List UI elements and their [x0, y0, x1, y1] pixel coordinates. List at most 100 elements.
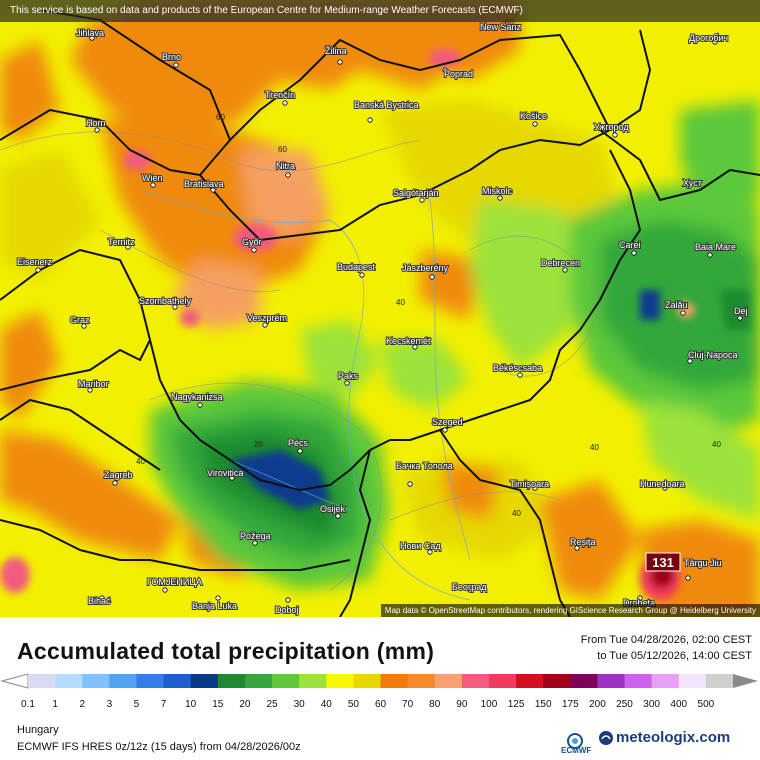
legend-swatch [163, 674, 192, 688]
city-marker: Ternitz [107, 236, 136, 250]
contour-label: 40 [512, 509, 521, 518]
city-label: Eisenerz [17, 257, 53, 267]
city-label: Dej [734, 306, 748, 316]
legend-swatch [136, 674, 165, 688]
city-marker: Eisenerz [16, 256, 54, 273]
city-label: Szeged [432, 417, 463, 427]
legend-tick-label: 300 [643, 699, 660, 710]
legend-tick-label: 250 [616, 699, 633, 710]
legend-arrow-left [0, 673, 29, 689]
city-marker: Carei [618, 239, 642, 256]
city-marker: Нови Сад [399, 540, 442, 555]
legend-swatch [570, 674, 598, 688]
city-label: Hunedoara [640, 479, 685, 489]
city-marker: Baia Mare [694, 241, 737, 258]
legend-swatch [651, 674, 680, 688]
city-label: Poprad [444, 69, 473, 79]
precipitation-field [0, 0, 760, 617]
city-marker: Požega [239, 530, 272, 546]
city-label: Nitra [276, 161, 295, 171]
legend-swatch [109, 674, 137, 688]
city-label: Pécs [288, 438, 309, 448]
city-label: Târgu Jiu [684, 558, 722, 568]
city-marker: Doboj [274, 597, 300, 616]
legend-swatch [82, 674, 110, 688]
city-marker: Дрогобич [688, 32, 729, 45]
legend-tick-label: 7 [161, 699, 167, 710]
city-marker: Kecskemét [385, 335, 432, 350]
city-marker: Banja Luka [191, 595, 238, 612]
svg-text:131: 131 [652, 555, 674, 570]
city-marker: Salgótarján [392, 187, 440, 203]
legend-swatch [624, 674, 653, 688]
legend-swatch [678, 674, 707, 688]
legend-tick-label: 40 [321, 699, 333, 710]
city-label: Brno [162, 52, 181, 62]
city-label: Doboj [275, 605, 299, 615]
legend-swatch [516, 674, 544, 688]
city-label: Graz [70, 315, 90, 325]
city-label: Virovitica [207, 468, 243, 478]
legend-tick-label: 0.1 [21, 699, 35, 710]
meteologix-text: meteologix.com [616, 729, 731, 746]
city-marker: Bratislava [183, 178, 225, 193]
precipitation-map[interactable]: 60 60 60 40 40 20 40 40 40 131 Jihlava B… [0, 0, 760, 617]
legend-tick-label: 500 [698, 699, 715, 710]
legend-tick-label: 15 [212, 699, 224, 710]
city-marker: Хуст [682, 177, 703, 189]
city-marker: Trenčín [264, 89, 296, 106]
city-marker: New Sanz [479, 21, 523, 33]
legend-swatch [353, 674, 381, 688]
city-marker: Košice [519, 110, 548, 127]
city-marker: Београд [451, 581, 488, 593]
city-marker: Timișoara [509, 478, 550, 491]
legend-swatch [705, 674, 734, 688]
city-marker: Nitra [275, 160, 296, 178]
legend-tick-label: 100 [481, 699, 498, 710]
legend-swatch [28, 674, 56, 688]
ecmwf-logo-icon[interactable] [560, 728, 590, 756]
city-label: Београд [452, 582, 487, 592]
legend-swatch [434, 674, 463, 688]
city-label: Košice [520, 111, 547, 121]
legend-tick-label: 5 [134, 699, 140, 710]
city-marker: Bihać [87, 595, 112, 607]
legend-swatch [543, 674, 571, 688]
legend-swatch [380, 674, 409, 688]
city-marker: Poprad [442, 67, 474, 80]
legend-tick-label: 90 [456, 699, 468, 710]
city-marker: Dej [733, 305, 749, 321]
city-marker: Hunedoara [639, 478, 686, 491]
city-marker: Banská Bystrica [353, 99, 420, 123]
legend-tick-label: 1 [52, 699, 58, 710]
legend-tick-label: 400 [670, 699, 687, 710]
city-marker: Horn [85, 117, 107, 133]
meteologix-brand[interactable]: meteologix.com [598, 729, 730, 746]
legend-swatch [190, 674, 219, 688]
city-label: Osijek [320, 504, 346, 514]
city-marker: Ужгород [593, 121, 630, 138]
city-marker: Győr [241, 236, 263, 253]
contour-label: 40 [712, 440, 721, 449]
legend-tick-label: 25 [266, 699, 278, 710]
legend-tick-label: 70 [402, 699, 414, 710]
contour-label: 60 [278, 145, 287, 154]
contour-label: 40 [136, 457, 145, 466]
city-label: Debrecen [541, 258, 580, 268]
max-precip-marker: 131 [645, 552, 681, 572]
city-label: Reșița [570, 537, 596, 547]
legend-swatch [299, 674, 327, 688]
city-marker: Szeged [431, 416, 464, 433]
city-labels: Jihlava Brno Žilina Poprad Дрогобич Tren… [16, 21, 749, 616]
city-label: Дрогобич [689, 33, 728, 43]
city-label: Žilina [325, 46, 347, 56]
legend-tick-label: 2 [79, 699, 85, 710]
city-marker: Budapest [336, 261, 377, 278]
disclaimer-banner: This service is based on data and produc… [0, 0, 760, 22]
city-marker: ГОМЈЕНИЦА [146, 576, 203, 593]
city-label: Győr [242, 237, 262, 247]
map-attribution[interactable]: Map data © OpenStreetMap contributors, r… [380, 604, 760, 617]
city-label: Budapest [337, 262, 376, 272]
contour-label: 60 [216, 113, 225, 122]
city-label: New Sanz [480, 22, 522, 32]
